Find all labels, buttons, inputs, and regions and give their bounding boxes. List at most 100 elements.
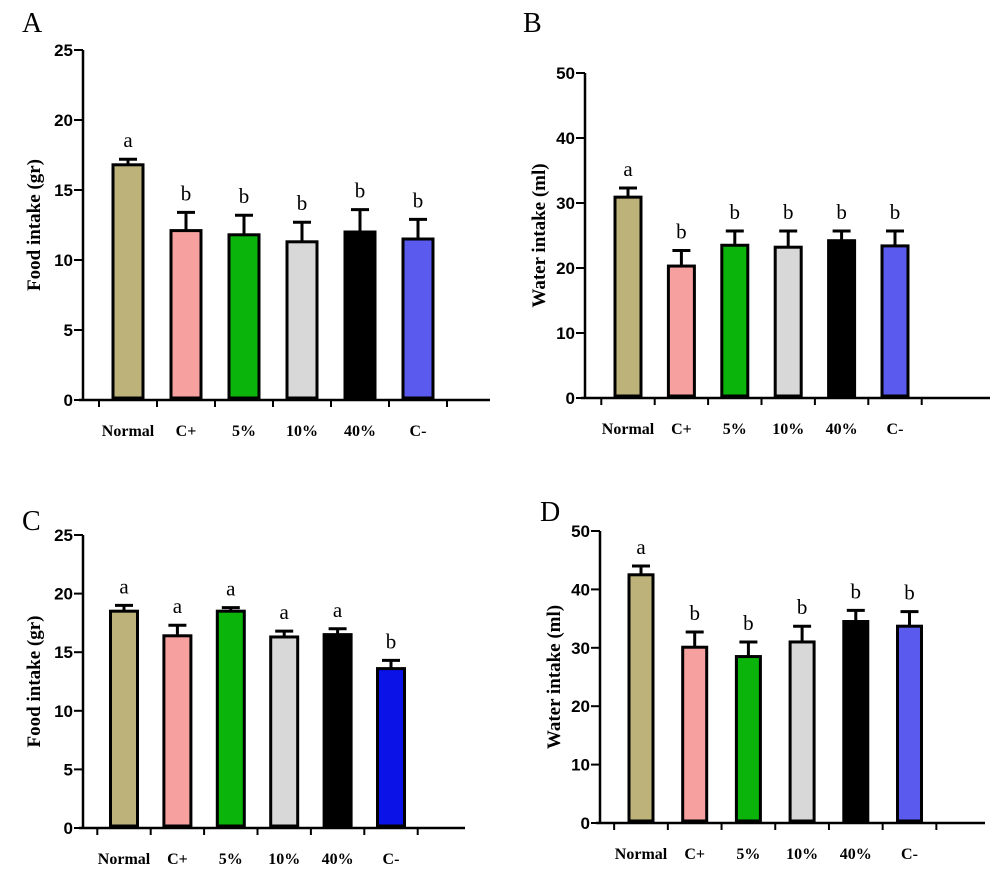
panel-c-bar (376, 667, 406, 828)
panel-b-x-tick-label: C+ (671, 421, 692, 438)
panel-a-x-tick-label: C+ (176, 423, 197, 440)
panel-d-y-tick-label: 50 (571, 522, 590, 541)
panel-b-bar (666, 264, 696, 398)
panel-d-bar (896, 624, 923, 823)
panel-b-bar (773, 245, 803, 398)
panel-b-y-tick-label: 50 (556, 64, 575, 83)
panel-a-significance-letter: b (355, 179, 366, 203)
panel-a-x-tick-label: 10% (286, 423, 318, 440)
panel-c-significance-letter: a (226, 577, 236, 601)
panel-d-y-axis-label: Water intake (ml) (544, 605, 565, 749)
panel-b-bar (613, 195, 643, 398)
panel-d-bar (788, 640, 816, 823)
panel-d-bar (842, 620, 870, 823)
panel-a-bar (343, 230, 377, 400)
panel-b-significance-letter: b (836, 200, 847, 224)
panel-d-y-tick-label: 20 (571, 697, 590, 716)
panel-c-y-tick-label: 15 (54, 643, 73, 662)
panel-d-significance-letter: b (797, 595, 808, 619)
panel-d-x-tick-label: C- (901, 846, 918, 863)
panel-a-bar (111, 163, 145, 400)
panel-a-y-tick-label: 10 (54, 251, 73, 270)
panel-a-y-tick-label: 25 (54, 41, 73, 60)
panel-d-bar (734, 655, 762, 823)
panel-a-y-tick-label: 0 (64, 391, 73, 410)
panel-a-significance-letter: b (181, 181, 192, 205)
panel-a-x-tick-label: 40% (344, 423, 376, 440)
panel-a-significance-letter: b (239, 184, 250, 208)
panel-b-x-tick-label: C- (887, 421, 904, 438)
panel-d-significance-letter: b (904, 581, 915, 605)
panel-b-significance-letter: b (676, 219, 687, 243)
panel-b-y-tick-label: 30 (556, 194, 575, 213)
panel-b-bar (720, 243, 750, 398)
panel-c-y-tick-label: 5 (64, 760, 73, 779)
panel-c-y-axis-label: Food intake (gr) (24, 616, 45, 748)
panel-d-y-tick-label: 40 (571, 580, 590, 599)
panel-d-x-tick-label: 10% (786, 846, 818, 863)
panel-a-bar (169, 229, 203, 400)
panel-b-x-tick-label: 40% (826, 421, 858, 438)
panel-c-significance-letter: b (386, 629, 397, 653)
panel-a-bar (401, 237, 435, 400)
panel-b-bar (880, 244, 910, 398)
panel-c-bar (109, 609, 139, 828)
panel-d-x-tick-label: 40% (840, 846, 872, 863)
panel-b-y-tick-label: 10 (556, 324, 575, 343)
panel-d-bar (627, 573, 655, 823)
panel-a-y-axis-label: Food intake (gr) (24, 159, 45, 291)
panel-a-significance-letter: b (297, 191, 308, 215)
panel-c-x-tick-label: 5% (219, 851, 243, 868)
panel-a-y-tick-label: 5 (64, 321, 73, 340)
panel-d-y-tick-label: 10 (571, 756, 590, 775)
panel-b-y-axis-label: Water intake (ml) (529, 163, 550, 307)
panel-a-x-tick-label: Normal (102, 423, 155, 440)
panel-d-significance-letter: b (743, 611, 754, 635)
panel-c-significance-letter: a (119, 574, 129, 598)
panel-d-x-tick-label: C+ (684, 846, 705, 863)
panel-b-y-tick-label: 40 (556, 129, 575, 148)
panel-c-bar (269, 635, 300, 828)
panel-d-y-tick-label: 30 (571, 639, 590, 658)
panel-c-y-tick-label: 20 (54, 585, 73, 604)
panel-a-bar (285, 240, 319, 400)
panel-c-x-tick-label: Normal (98, 851, 151, 868)
panel-b-x-tick-label: Normal (602, 421, 655, 438)
panel-b-significance-letter: b (730, 200, 741, 224)
panel-c-significance-letter: a (280, 600, 290, 624)
panel-a-x-tick-label: 5% (232, 423, 256, 440)
panel-a-significance-letter: b (413, 188, 424, 212)
panel-b-significance-letter: b (890, 200, 901, 224)
panel-c-x-tick-label: C+ (167, 851, 188, 868)
panel-c-x-tick-label: C- (383, 851, 400, 868)
panel-d-bar (681, 645, 709, 823)
panel-b-y-tick-label: 0 (566, 389, 575, 408)
panel-c-y-tick-label: 10 (54, 702, 73, 721)
panel-a-significance-letter: a (123, 128, 133, 152)
panel-b-bar (827, 239, 857, 398)
panel-b-x-tick-label: 5% (723, 421, 747, 438)
panel-d-significance-letter: b (851, 579, 862, 603)
panel-c-significance-letter: a (173, 594, 183, 618)
panel-a-y-tick-label: 20 (54, 111, 73, 130)
panel-a-x-tick-label: C- (410, 423, 427, 440)
panel-c-bar (322, 633, 353, 828)
panel-d-x-tick-label: 5% (736, 846, 760, 863)
panel-c-y-tick-label: 25 (54, 526, 73, 545)
panel-d-significance-letter: b (689, 601, 700, 625)
panel-c-y-tick-label: 0 (64, 819, 73, 838)
panel-b-letter: B (523, 8, 542, 39)
panel-a-bar (227, 233, 261, 400)
panel-c-bar (162, 634, 193, 828)
panel-d-letter: D (540, 497, 560, 528)
panel-a-y-tick-label: 15 (54, 181, 73, 200)
panel-b-significance-letter: a (623, 157, 633, 181)
panel-b-y-tick-label: 20 (556, 259, 575, 278)
panel-c-significance-letter: a (333, 598, 343, 622)
panel-b-x-tick-label: 10% (772, 421, 804, 438)
panel-d-y-tick-label: 0 (581, 814, 590, 833)
panel-c-x-tick-label: 10% (268, 851, 300, 868)
panel-c-bar (215, 609, 246, 828)
panel-b-significance-letter: b (783, 200, 794, 224)
